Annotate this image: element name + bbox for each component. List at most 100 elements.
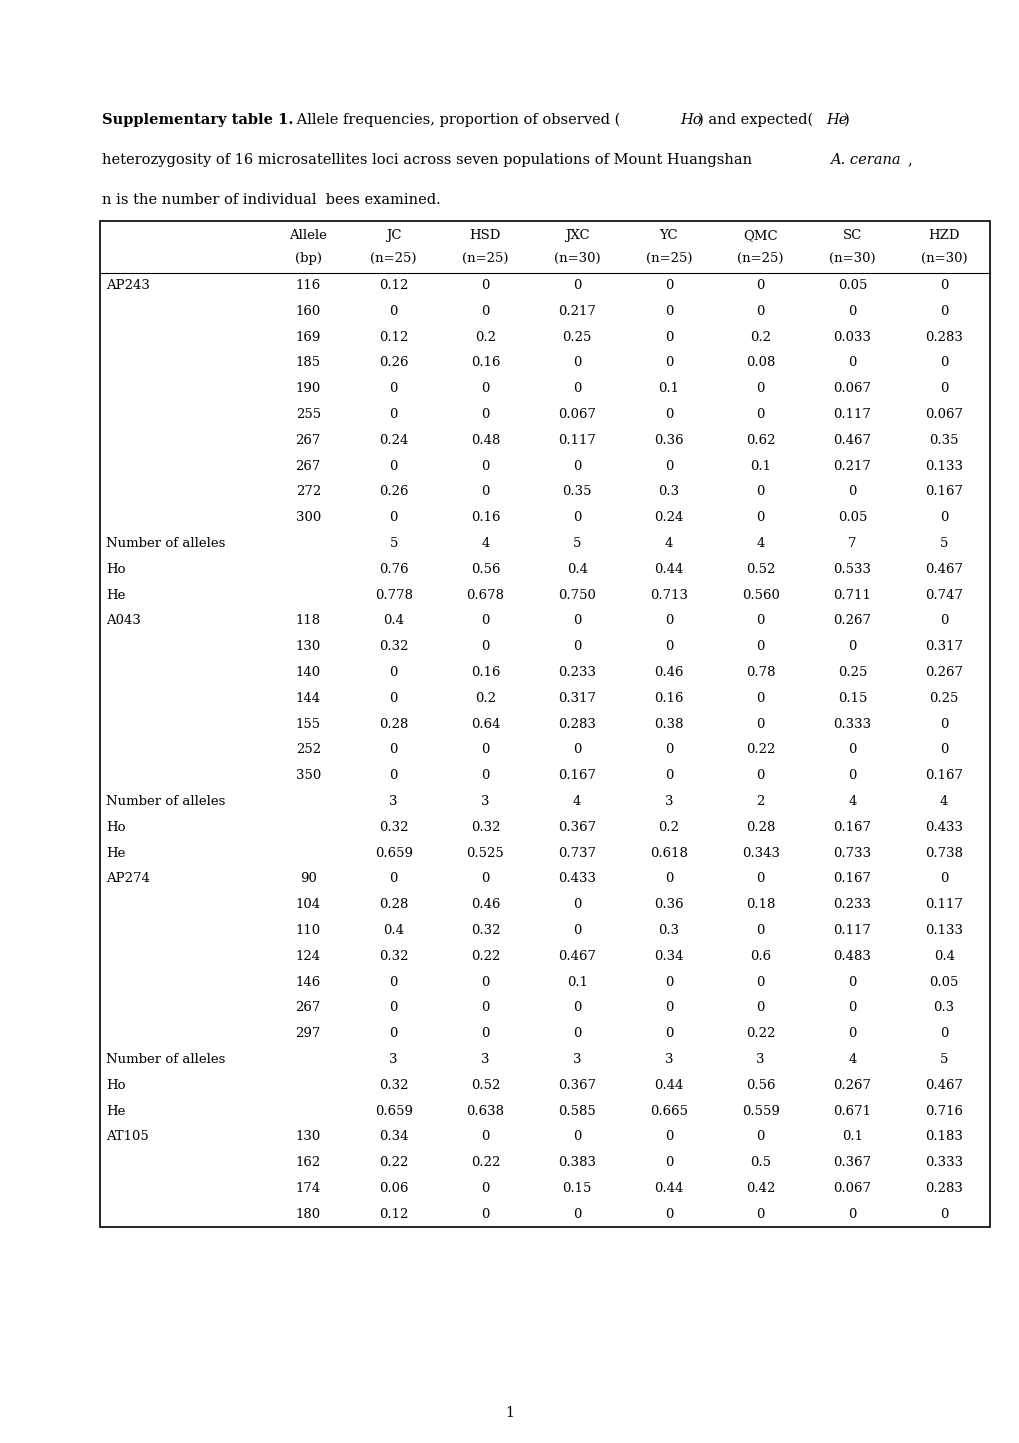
Text: Number of alleles: Number of alleles	[106, 537, 225, 550]
Text: Ho: Ho	[106, 1079, 125, 1092]
Text: 0.467: 0.467	[557, 949, 595, 962]
Text: 0.56: 0.56	[470, 563, 499, 576]
Text: 0.233: 0.233	[833, 898, 870, 911]
Text: 297: 297	[296, 1027, 321, 1040]
Text: 0.24: 0.24	[653, 511, 683, 524]
Text: 267: 267	[296, 434, 321, 447]
Text: 3: 3	[389, 795, 397, 808]
Text: 0.06: 0.06	[378, 1182, 408, 1195]
Text: 0: 0	[389, 1001, 397, 1014]
Text: 0.4: 0.4	[383, 924, 404, 937]
Text: Ho: Ho	[680, 113, 701, 127]
Text: 0: 0	[573, 511, 581, 524]
Text: 0.36: 0.36	[653, 434, 683, 447]
Text: 0: 0	[664, 278, 673, 291]
Text: 0.467: 0.467	[833, 434, 870, 447]
Text: 0: 0	[389, 511, 397, 524]
Text: 110: 110	[296, 924, 321, 937]
Text: 0.44: 0.44	[653, 1079, 683, 1092]
Text: 0: 0	[481, 769, 489, 782]
Text: 0: 0	[481, 1001, 489, 1014]
Text: 0: 0	[389, 382, 397, 395]
Text: 0: 0	[481, 382, 489, 395]
Text: 0: 0	[389, 769, 397, 782]
Text: 0.2: 0.2	[657, 821, 679, 834]
Text: 3: 3	[389, 1053, 397, 1066]
Text: 169: 169	[296, 330, 321, 343]
Text: 0.559: 0.559	[741, 1104, 779, 1117]
Text: 272: 272	[296, 485, 321, 498]
Text: 0.737: 0.737	[557, 847, 596, 860]
Text: 0.367: 0.367	[833, 1156, 870, 1169]
Text: 130: 130	[296, 1130, 321, 1143]
Text: 4: 4	[664, 537, 673, 550]
Text: 0: 0	[573, 1001, 581, 1014]
Text: 0.267: 0.267	[924, 667, 962, 680]
Text: 0: 0	[481, 641, 489, 654]
Text: JXC: JXC	[565, 228, 589, 241]
Text: Supplementary table 1.: Supplementary table 1.	[102, 113, 293, 127]
Text: 0.2: 0.2	[475, 691, 495, 704]
Text: 0: 0	[940, 382, 948, 395]
Text: 0.28: 0.28	[745, 821, 774, 834]
Text: 0: 0	[389, 408, 397, 421]
Text: 0: 0	[756, 641, 764, 654]
Text: Number of alleles: Number of alleles	[106, 1053, 225, 1066]
Text: (n=25): (n=25)	[645, 253, 692, 266]
Text: 0: 0	[756, 1130, 764, 1143]
Text: 0.22: 0.22	[471, 1156, 499, 1169]
Text: 118: 118	[296, 615, 321, 628]
Text: 0.067: 0.067	[557, 408, 595, 421]
Text: 0.24: 0.24	[379, 434, 408, 447]
Text: 4: 4	[481, 537, 489, 550]
Text: 0.4: 0.4	[383, 615, 404, 628]
Text: 116: 116	[296, 278, 321, 291]
Text: 3: 3	[664, 1053, 673, 1066]
Text: 0.62: 0.62	[745, 434, 774, 447]
Text: (n=30): (n=30)	[920, 253, 966, 266]
Text: 0: 0	[848, 485, 856, 498]
Text: 0.32: 0.32	[378, 949, 408, 962]
Text: 0.25: 0.25	[928, 691, 958, 704]
Text: 0: 0	[664, 615, 673, 628]
Text: 0.52: 0.52	[471, 1079, 499, 1092]
Text: 0.167: 0.167	[833, 873, 870, 886]
Text: 0: 0	[481, 460, 489, 473]
Text: 0.659: 0.659	[374, 847, 413, 860]
Text: 0.525: 0.525	[466, 847, 503, 860]
Text: 0.333: 0.333	[833, 717, 870, 730]
Text: 0.32: 0.32	[470, 821, 499, 834]
Text: 0: 0	[756, 408, 764, 421]
Text: 0: 0	[664, 304, 673, 317]
Text: 2: 2	[756, 795, 764, 808]
Text: QMC: QMC	[743, 228, 777, 241]
Text: 0: 0	[756, 278, 764, 291]
Text: 0.678: 0.678	[466, 589, 504, 602]
Text: 0: 0	[573, 1027, 581, 1040]
Text: (n=25): (n=25)	[370, 253, 417, 266]
Text: 0: 0	[481, 1130, 489, 1143]
Text: 0.117: 0.117	[924, 898, 962, 911]
Text: (n=30): (n=30)	[553, 253, 600, 266]
Text: 0: 0	[848, 304, 856, 317]
Text: 0: 0	[940, 278, 948, 291]
Text: 0: 0	[756, 511, 764, 524]
Text: 5: 5	[940, 1053, 948, 1066]
Text: 185: 185	[296, 356, 321, 369]
Text: 0: 0	[756, 615, 764, 628]
Text: 0: 0	[940, 615, 948, 628]
Text: 3: 3	[664, 795, 673, 808]
Text: 180: 180	[296, 1208, 321, 1221]
Text: 0.733: 0.733	[833, 847, 870, 860]
Text: 0.117: 0.117	[833, 924, 870, 937]
Text: 0: 0	[940, 511, 948, 524]
Text: 0: 0	[756, 1208, 764, 1221]
Text: 0.3: 0.3	[657, 924, 679, 937]
Text: 0.1: 0.1	[841, 1130, 862, 1143]
Text: 0.42: 0.42	[745, 1182, 774, 1195]
Text: 0.467: 0.467	[924, 1079, 962, 1092]
Text: 0.46: 0.46	[653, 667, 683, 680]
Text: 4: 4	[756, 537, 764, 550]
Text: 0.28: 0.28	[379, 717, 408, 730]
Text: 0.05: 0.05	[837, 511, 866, 524]
